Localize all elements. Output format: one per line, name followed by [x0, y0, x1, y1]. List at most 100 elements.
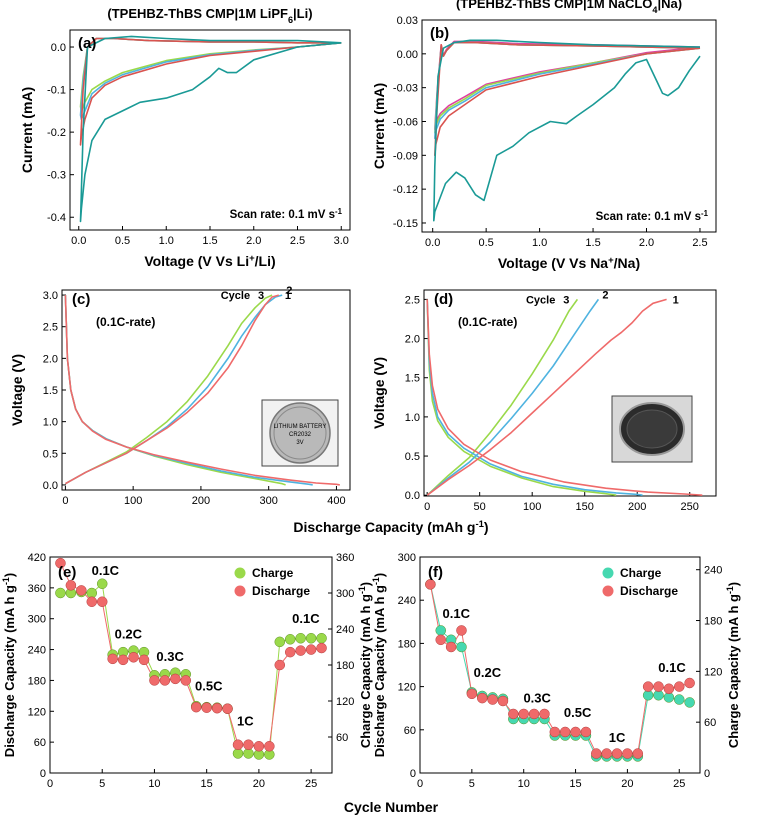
discharge-point [497, 695, 509, 707]
y-right-tick-label: 240 [336, 624, 354, 636]
discharge-point [425, 579, 436, 590]
discharge-point [159, 675, 171, 686]
rate-label: 0.1C [443, 606, 471, 621]
scan-rate-annotation: Scan rate: 0.1 mV s-1 [596, 209, 709, 224]
discharge-point [508, 708, 519, 720]
discharge-point [570, 726, 581, 738]
charge-point [305, 633, 317, 644]
discharge-point [170, 673, 181, 685]
y-tick-label: 420 [28, 552, 46, 564]
y-right-tick-label: 120 [704, 666, 722, 678]
discharge-point [96, 596, 108, 607]
rate-label: 0.1C [92, 563, 120, 578]
inset-photo-c: LITHIUM BATTERY CR2032 3V [261, 399, 339, 467]
rate-label: 0.1C [292, 611, 320, 626]
plot-frame [69, 29, 351, 231]
discharge-point [622, 748, 633, 759]
shared-x-axis-label-ef: Cycle Number [344, 799, 439, 815]
x-tick-label: 10 [518, 778, 530, 790]
discharge-point [435, 634, 446, 646]
panel-c: 0 100 200 300 400 0.0 0.5 1.0 1.5 2.0 2.5 3.0 (c) (0.… [9, 285, 351, 507]
x-tick-label: 400 [327, 495, 345, 507]
y-tick-label: -0.3 [47, 170, 66, 182]
y-tick-label: 1.0 [43, 417, 58, 429]
panel-letter: (f) [428, 564, 443, 581]
rate-label: 0.1C [658, 660, 686, 675]
discharge-point [663, 683, 675, 695]
legend-charge-label: Charge [252, 566, 294, 580]
y-tick-label: -0.03 [393, 83, 418, 95]
y-tick-label: 0.0 [43, 480, 58, 492]
charge-curve-cycle-3 [426, 298, 579, 496]
y-right-tick-label: 0 [704, 768, 710, 780]
x-tick-label: 1.5 [202, 235, 217, 247]
charge-curve-cycle-1 [65, 294, 280, 485]
y-axis-label-right: Charge Capacity (mA h g-1) [357, 582, 373, 748]
discharge-point [222, 703, 233, 714]
y-tick-label: 300 [28, 614, 46, 626]
y-axis-label-left: Discharge Capacity (mA h g-1) [371, 573, 387, 757]
y-tick-label: 0.5 [405, 451, 420, 463]
coin-cell-text: 3V [296, 440, 303, 446]
discharge-point [549, 726, 561, 738]
y-tick-label: 3.0 [43, 290, 58, 302]
cv-curve-cycle-1 [79, 35, 342, 223]
cv-curve-cycle-1 [432, 39, 701, 222]
x-tick-label: 25 [673, 778, 685, 790]
x-tick-label: 1.5 [585, 237, 600, 249]
discharge-point [684, 677, 695, 689]
charge-point [674, 694, 685, 705]
rate-label: 0.5C [564, 705, 592, 720]
y-tick-label: 0.5 [43, 448, 58, 460]
y-tick-label: 2.0 [43, 353, 58, 365]
cv-curve-cycle-2 [79, 37, 342, 146]
discharge-point [65, 580, 77, 591]
discharge-point [632, 748, 644, 759]
panel-title: (TPEHBZ-ThBS CMP|1M NaCLO4|Na) [456, 0, 682, 15]
charge-point [456, 641, 467, 653]
y-tick-label: -0.4 [47, 212, 66, 224]
x-tick-label: 0.5 [478, 237, 493, 249]
y-tick-label: -0.12 [393, 184, 418, 196]
y-tick-label: 2.5 [43, 322, 58, 334]
y-tick-label: 60 [34, 737, 46, 749]
y-tick-label: 60 [404, 725, 416, 737]
panel-letter: (e) [58, 564, 76, 581]
y-right-tick-label: 180 [704, 616, 722, 628]
legend-discharge-label: Discharge [620, 584, 678, 598]
x-tick-label: 0.0 [425, 237, 440, 249]
y-tick-label: -0.15 [393, 218, 418, 230]
x-tick-label: 1.0 [159, 235, 174, 247]
y-axis-label-left: Discharge Capacity (mA h g-1) [1, 573, 17, 757]
coin-cell-rim [273, 406, 327, 460]
panel-letter: (c) [72, 291, 90, 308]
discharge-point [559, 726, 571, 738]
x-tick-label: 20 [253, 778, 265, 790]
charge-point [274, 636, 286, 648]
x-tick-label: 0.5 [115, 235, 130, 247]
charge-curve-cycle-2 [426, 298, 600, 496]
plot-frame [421, 19, 717, 233]
charge-point [684, 697, 695, 708]
scan-rate-annotation: Scan rate: 0.1 mV s-1 [230, 207, 343, 222]
coin-cell-rim [626, 409, 678, 449]
cycle-label: Cycle [526, 294, 555, 306]
y-tick-label: 0 [410, 768, 416, 780]
cycle-label: Cycle [221, 290, 250, 302]
x-tick-label: 20 [621, 778, 633, 790]
y-right-tick-label: 300 [336, 588, 354, 600]
y-tick-label: 240 [28, 645, 46, 657]
x-tick-label: 25 [305, 778, 317, 790]
discharge-point [201, 702, 212, 713]
x-tick-label: 150 [576, 501, 594, 513]
y-tick-label: -0.06 [393, 116, 418, 128]
cycle-2-label: 2 [286, 285, 292, 297]
x-tick-label: 100 [523, 501, 541, 513]
discharge-point [674, 681, 685, 692]
discharge-point [591, 748, 602, 759]
coin-cell-text: CR2032 [289, 432, 312, 438]
y-tick-label: 0.03 [397, 15, 418, 27]
x-tick-label: 5 [469, 778, 475, 790]
discharge-curve-cycle-3 [426, 299, 617, 496]
y-tick-label: 180 [28, 675, 46, 687]
